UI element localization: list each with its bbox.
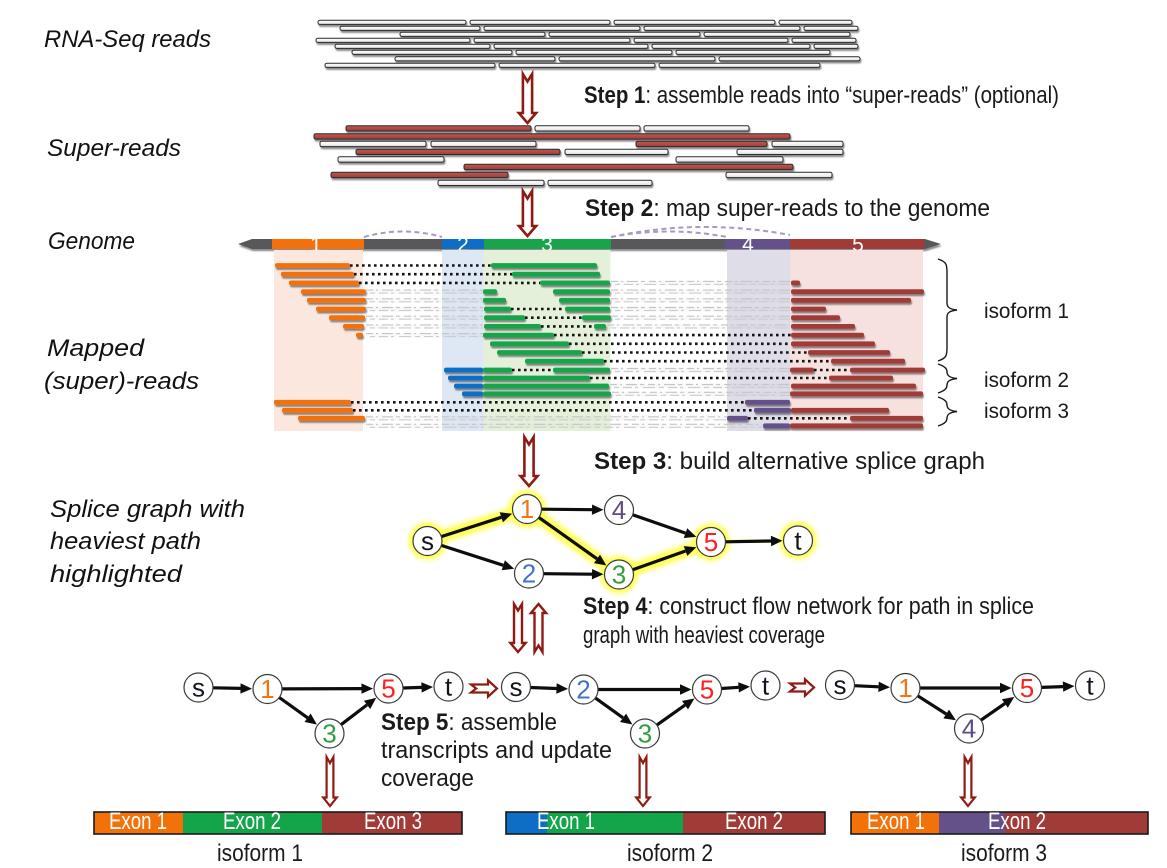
svg-text:graph with heaviest coverage: graph with heaviest coverage — [583, 622, 825, 649]
svg-text:Genome: Genome — [48, 228, 135, 255]
svg-text:4: 4 — [612, 495, 626, 525]
svg-text:Exon 3: Exon 3 — [364, 808, 422, 835]
svg-text:isoform 2: isoform 2 — [627, 840, 713, 867]
svg-text:Splice graph with: Splice graph with — [50, 496, 245, 523]
svg-text:Step 2: map super-reads to the: Step 2: map super-reads to the genome — [585, 195, 990, 222]
svg-text:1: 1 — [310, 234, 322, 257]
svg-text:RNA-Seq reads: RNA-Seq reads — [44, 26, 211, 53]
svg-text:5: 5 — [704, 527, 718, 557]
svg-text:coverage: coverage — [381, 765, 474, 792]
svg-text:t: t — [794, 526, 802, 556]
svg-text:3: 3 — [322, 719, 336, 749]
svg-text:Exon 2: Exon 2 — [725, 808, 783, 835]
svg-text:t: t — [445, 672, 453, 702]
svg-text:transcripts and update: transcripts and update — [381, 737, 612, 764]
svg-text:2: 2 — [522, 559, 536, 589]
svg-text:3: 3 — [541, 234, 553, 257]
svg-text:s: s — [834, 670, 847, 700]
svg-text:Exon 1: Exon 1 — [867, 808, 925, 835]
svg-text:s: s — [510, 672, 523, 702]
svg-text:5: 5 — [1020, 673, 1034, 703]
svg-text:Step 1: assemble reads into “s: Step 1: assemble reads into “super-reads… — [584, 82, 1059, 109]
svg-text:Exon 2: Exon 2 — [223, 808, 281, 835]
svg-text:isoform 1: isoform 1 — [984, 300, 1069, 323]
svg-text:1: 1 — [520, 494, 534, 524]
svg-text:5: 5 — [381, 674, 395, 704]
svg-text:s: s — [421, 526, 434, 556]
svg-text:t: t — [1086, 671, 1094, 701]
svg-text:3: 3 — [612, 560, 626, 590]
svg-text:3: 3 — [638, 719, 652, 749]
svg-text:Exon 1: Exon 1 — [109, 808, 167, 835]
svg-text:isoform 2: isoform 2 — [984, 369, 1069, 392]
svg-text:1: 1 — [898, 673, 912, 703]
svg-text:Mapped: Mapped — [47, 335, 145, 362]
svg-text:Step 4: construct flow network: Step 4: construct flow network for path … — [583, 593, 1034, 620]
svg-text:2: 2 — [457, 234, 469, 257]
svg-text:4: 4 — [962, 714, 976, 744]
svg-text:isoform 1: isoform 1 — [217, 840, 303, 867]
svg-text:5: 5 — [852, 234, 864, 257]
svg-text:Exon 1: Exon 1 — [537, 808, 595, 835]
svg-text:Exon 2: Exon 2 — [988, 808, 1046, 835]
svg-text:1: 1 — [260, 674, 274, 704]
svg-text:isoform 3: isoform 3 — [984, 400, 1069, 423]
svg-text:2: 2 — [576, 675, 590, 705]
svg-text:5: 5 — [700, 675, 714, 705]
svg-text:t: t — [762, 671, 770, 701]
svg-text:(super)-reads: (super)-reads — [44, 368, 199, 395]
svg-text:Step 3: build alternative spli: Step 3: build alternative splice graph — [594, 448, 985, 475]
svg-text:Step 5: assemble: Step 5: assemble — [381, 709, 557, 736]
svg-text:Super-reads: Super-reads — [47, 135, 181, 162]
svg-text:highlighted: highlighted — [50, 561, 183, 588]
svg-text:heaviest path: heaviest path — [50, 528, 201, 555]
svg-text:isoform 3: isoform 3 — [961, 840, 1047, 867]
svg-text:s: s — [192, 673, 205, 703]
